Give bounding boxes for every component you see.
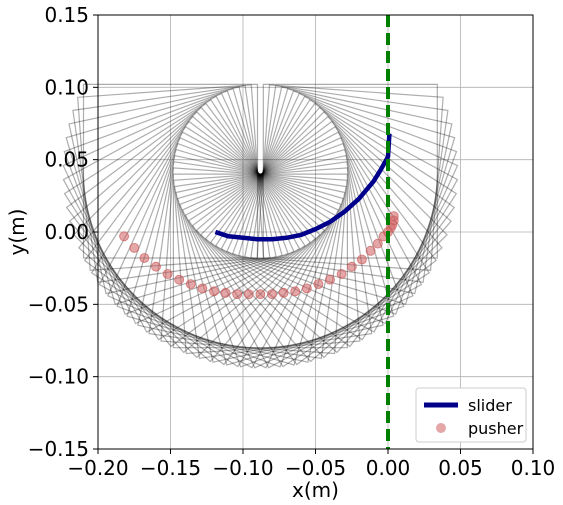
slider-footprint: [116, 142, 342, 368]
slider-footprint: [126, 148, 344, 366]
slider-footprint: [160, 167, 348, 355]
slider-footprint: [175, 154, 384, 363]
slider-footprint: [243, 86, 453, 295]
slider-footprint: [148, 161, 347, 359]
pusher-point: [255, 289, 266, 300]
y-axis-label: y(m): [5, 209, 29, 256]
pusher-point: [372, 238, 383, 249]
x-tick-label: −0.15: [140, 456, 201, 480]
slider-footprint: [209, 102, 456, 348]
slider-footprint: [256, 84, 444, 272]
slider-footprint: [214, 98, 458, 341]
slider-footprint: [226, 92, 459, 325]
slider-footprint: [204, 106, 452, 354]
slider-footprint: [262, 83, 438, 259]
pusher-point: [174, 274, 185, 285]
x-tick-label: 0.10: [511, 456, 556, 480]
pusher-point: [267, 289, 277, 300]
slider-footprint: [62, 92, 295, 325]
pusher-point: [232, 289, 243, 300]
slider-footprint: [173, 167, 361, 355]
pusher-point: [346, 261, 357, 272]
slider-footprint: [72, 111, 321, 359]
x-tick-label: −0.20: [67, 456, 128, 480]
pusher-point: [197, 283, 208, 294]
legend: slider pusher: [415, 387, 527, 443]
slider-footprint: [174, 161, 373, 359]
slider-footprint: [200, 111, 448, 359]
pusher-point: [365, 245, 376, 256]
pusher-point: [220, 287, 231, 298]
x-tick-label: 0.00: [366, 456, 411, 480]
slider-footprint: [90, 125, 333, 368]
data-series: [119, 15, 399, 449]
slider-footprint: [63, 90, 289, 315]
slider-footprint: [68, 86, 277, 295]
slider-footprint: [181, 137, 414, 369]
pusher-point: [119, 231, 129, 242]
slider-footprint: [184, 131, 423, 369]
y-tick-label: −0.10: [28, 365, 89, 389]
slider-footprint: [137, 154, 346, 363]
slider-footprint: [187, 125, 431, 368]
slider-footprint: [62, 95, 301, 333]
slider-footprint: [179, 142, 405, 368]
slider-footprints: [62, 83, 459, 369]
y-tick-label: 0.00: [44, 220, 89, 244]
slider-footprint: [65, 88, 283, 305]
pusher-point: [243, 289, 254, 300]
slider-footprint: [82, 83, 259, 259]
slider-footprint: [250, 85, 449, 283]
y-tick-label: −0.05: [28, 292, 89, 316]
slider-footprint: [63, 98, 306, 341]
y-tick-label: −0.15: [28, 437, 89, 461]
slider-footprint: [231, 90, 458, 315]
slider-footprint: [195, 115, 443, 363]
y-tick-label: 0.15: [44, 3, 89, 27]
legend-pusher-swatch: [436, 423, 446, 433]
x-tick-label: −0.10: [212, 456, 273, 480]
pusher-point: [129, 242, 140, 253]
pusher-point: [162, 269, 173, 279]
pusher-point: [388, 211, 399, 222]
pusher-point: [185, 279, 196, 290]
slider-footprint: [220, 95, 459, 333]
pusher-point: [290, 286, 301, 297]
pusher-point: [301, 283, 312, 294]
pusher-point: [356, 254, 367, 265]
legend-slider-label: slider: [468, 396, 512, 415]
slider-footprint: [107, 137, 340, 369]
pusher-point: [313, 279, 324, 290]
pusher-point: [325, 274, 335, 285]
slider-footprint: [176, 148, 395, 366]
pusher-point: [209, 286, 219, 297]
pusher-point: [151, 261, 161, 272]
axis-ticks: −0.20 −0.15 −0.10 −0.05 0.00 0.05 0.10−0.15−0.…: [28, 3, 556, 480]
slider-line: [214, 133, 392, 242]
x-tick-label: 0.05: [438, 456, 483, 480]
legend-pusher-label: pusher: [468, 419, 524, 438]
slider-footprint: [83, 120, 330, 366]
pusher-point: [278, 287, 289, 298]
pusher-point: [139, 253, 150, 263]
slider-footprint: [172, 173, 348, 349]
slider-footprint: [77, 115, 326, 363]
pusher-point: [336, 269, 347, 279]
x-tick-label: −0.05: [285, 456, 346, 480]
y-tick-label: 0.10: [44, 75, 89, 99]
slider-footprint: [65, 102, 312, 348]
y-tick-label: 0.05: [44, 148, 89, 172]
x-axis-label: x(m): [292, 478, 339, 502]
slider-footprint: [237, 88, 456, 305]
slider-footprint: [68, 106, 317, 354]
slider-footprint: [77, 84, 265, 272]
slider-footprint: [72, 85, 271, 283]
